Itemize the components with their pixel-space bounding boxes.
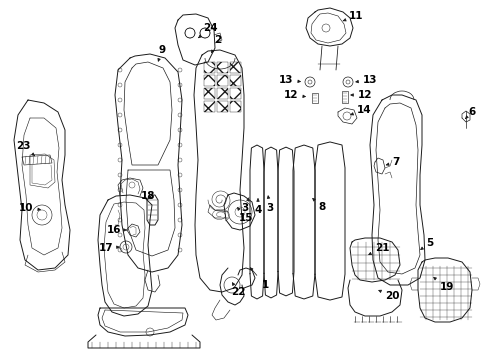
Bar (203, 75, 215, 86)
Text: 20: 20 (378, 290, 398, 301)
Text: 12: 12 (283, 90, 305, 100)
Text: 9: 9 (158, 45, 165, 61)
Bar (203, 62, 215, 73)
Text: 1: 1 (250, 268, 268, 290)
Text: 12: 12 (350, 90, 371, 100)
Bar (203, 101, 215, 112)
Text: 13: 13 (278, 75, 300, 85)
Bar (229, 62, 241, 73)
Text: 24: 24 (198, 23, 217, 38)
Text: 22: 22 (230, 283, 245, 297)
Text: 3: 3 (241, 198, 248, 213)
Text: 14: 14 (350, 105, 370, 115)
Text: 15: 15 (237, 208, 253, 223)
Text: 10: 10 (19, 203, 41, 213)
Circle shape (184, 28, 195, 38)
Bar (229, 88, 241, 99)
Text: 7: 7 (386, 157, 399, 167)
Bar (229, 75, 241, 86)
Bar (217, 101, 227, 112)
Text: 8: 8 (312, 198, 325, 212)
Bar (217, 75, 227, 86)
Bar (311, 93, 317, 103)
Bar (217, 62, 227, 73)
Text: 5: 5 (420, 238, 433, 249)
Text: 2: 2 (211, 35, 221, 53)
Bar (341, 91, 347, 103)
Text: 13: 13 (355, 75, 376, 85)
Text: 3: 3 (266, 196, 273, 213)
Text: 19: 19 (433, 278, 453, 292)
Text: 21: 21 (368, 243, 388, 255)
Text: 16: 16 (106, 225, 126, 235)
Text: 17: 17 (99, 243, 119, 253)
Text: 6: 6 (465, 107, 475, 118)
Bar (229, 101, 241, 112)
Text: 11: 11 (343, 11, 363, 21)
Circle shape (200, 28, 209, 38)
Bar (203, 88, 215, 99)
Bar (217, 88, 227, 99)
Text: 4: 4 (254, 199, 261, 215)
Text: 23: 23 (16, 141, 35, 156)
Text: 18: 18 (141, 191, 155, 201)
